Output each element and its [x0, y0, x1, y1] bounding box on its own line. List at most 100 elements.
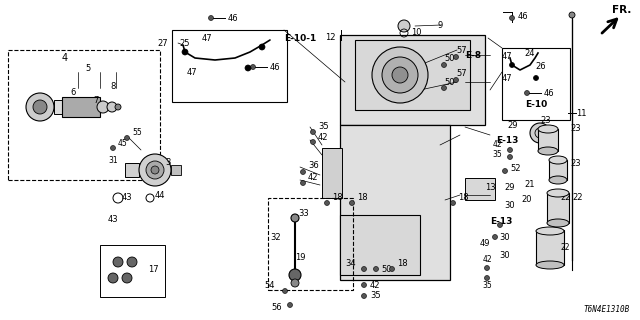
Text: 32: 32 [270, 233, 280, 242]
Circle shape [484, 266, 490, 270]
Text: 4: 4 [62, 53, 68, 63]
Text: 46: 46 [270, 62, 280, 71]
Ellipse shape [549, 156, 567, 164]
Text: 21: 21 [525, 180, 535, 188]
Text: 29: 29 [508, 121, 518, 130]
Circle shape [107, 102, 117, 112]
Text: T6N4E1310B: T6N4E1310B [584, 306, 630, 315]
Circle shape [454, 54, 458, 60]
Bar [340, 215, 420, 275]
Text: 35: 35 [492, 149, 502, 158]
Text: 26: 26 [535, 61, 546, 70]
Text: 18: 18 [332, 194, 342, 203]
Circle shape [442, 62, 447, 68]
Text: 7: 7 [93, 95, 99, 105]
Text: 20: 20 [522, 196, 532, 204]
Text: FR.: FR. [612, 5, 632, 15]
Circle shape [125, 135, 129, 140]
Circle shape [530, 123, 550, 143]
Text: 57: 57 [457, 45, 467, 54]
Text: 6: 6 [70, 87, 76, 97]
Circle shape [569, 12, 575, 18]
Text: E-10-1: E-10-1 [284, 34, 316, 43]
Circle shape [26, 93, 54, 121]
Circle shape [310, 140, 316, 145]
Text: 47: 47 [202, 34, 212, 43]
Bar [355, 40, 470, 110]
Circle shape [497, 222, 502, 228]
Text: 19: 19 [295, 252, 305, 261]
Text: 50: 50 [445, 53, 455, 62]
Circle shape [182, 49, 188, 55]
Circle shape [151, 166, 159, 174]
Text: 42: 42 [308, 172, 319, 181]
Ellipse shape [549, 176, 567, 184]
Circle shape [392, 67, 408, 83]
Text: 34: 34 [346, 259, 356, 268]
Bar [536, 230, 564, 265]
Circle shape [250, 65, 255, 69]
Text: 50: 50 [381, 265, 392, 274]
Circle shape [390, 267, 394, 271]
Ellipse shape [547, 189, 569, 197]
Text: 10: 10 [411, 28, 421, 36]
Circle shape [493, 235, 497, 239]
Text: 35: 35 [370, 292, 381, 300]
Circle shape [209, 15, 214, 20]
Text: 50: 50 [445, 77, 455, 86]
Text: 5: 5 [85, 63, 91, 73]
Circle shape [108, 273, 118, 283]
Text: 43: 43 [108, 215, 118, 225]
Circle shape [349, 201, 355, 205]
Circle shape [146, 161, 164, 179]
Text: 46: 46 [228, 13, 239, 22]
Circle shape [362, 283, 367, 287]
Circle shape [291, 279, 299, 287]
Text: 47: 47 [187, 68, 197, 76]
Text: 29: 29 [505, 182, 515, 191]
Text: 33: 33 [298, 209, 308, 218]
Text: 52: 52 [510, 164, 520, 172]
Circle shape [509, 62, 515, 68]
Text: 13: 13 [484, 182, 495, 191]
Text: 22: 22 [560, 194, 570, 203]
Bar [8, 50, 160, 180]
Text: 46: 46 [544, 89, 555, 98]
Text: 18: 18 [397, 259, 408, 268]
Bar [547, 193, 569, 223]
Circle shape [362, 293, 367, 299]
Text: 25: 25 [180, 38, 190, 47]
Bar [502, 48, 570, 120]
Text: 54: 54 [264, 282, 275, 291]
Text: 3: 3 [165, 157, 170, 166]
Circle shape [451, 201, 456, 205]
Circle shape [454, 77, 458, 83]
Ellipse shape [536, 261, 564, 269]
Circle shape [139, 154, 171, 186]
Text: 18: 18 [458, 194, 468, 203]
Circle shape [442, 85, 447, 91]
Text: E-8: E-8 [465, 51, 481, 60]
Circle shape [374, 267, 378, 271]
Text: 49: 49 [480, 238, 490, 247]
Circle shape [508, 155, 513, 159]
Bar [54, 100, 62, 114]
Circle shape [398, 20, 410, 32]
Circle shape [525, 91, 529, 95]
Circle shape [484, 276, 490, 281]
Text: 42: 42 [482, 255, 492, 265]
Text: 23: 23 [540, 116, 550, 124]
Circle shape [291, 214, 299, 222]
Text: 35: 35 [482, 281, 492, 290]
Bar [322, 148, 342, 198]
Text: 44: 44 [155, 190, 166, 199]
Text: 9: 9 [437, 20, 442, 29]
Circle shape [310, 130, 316, 134]
Circle shape [534, 76, 538, 81]
Text: 8: 8 [110, 82, 116, 91]
Text: 30: 30 [505, 201, 515, 210]
Circle shape [301, 170, 305, 174]
Circle shape [289, 269, 301, 281]
Circle shape [282, 289, 287, 293]
Ellipse shape [538, 125, 558, 133]
